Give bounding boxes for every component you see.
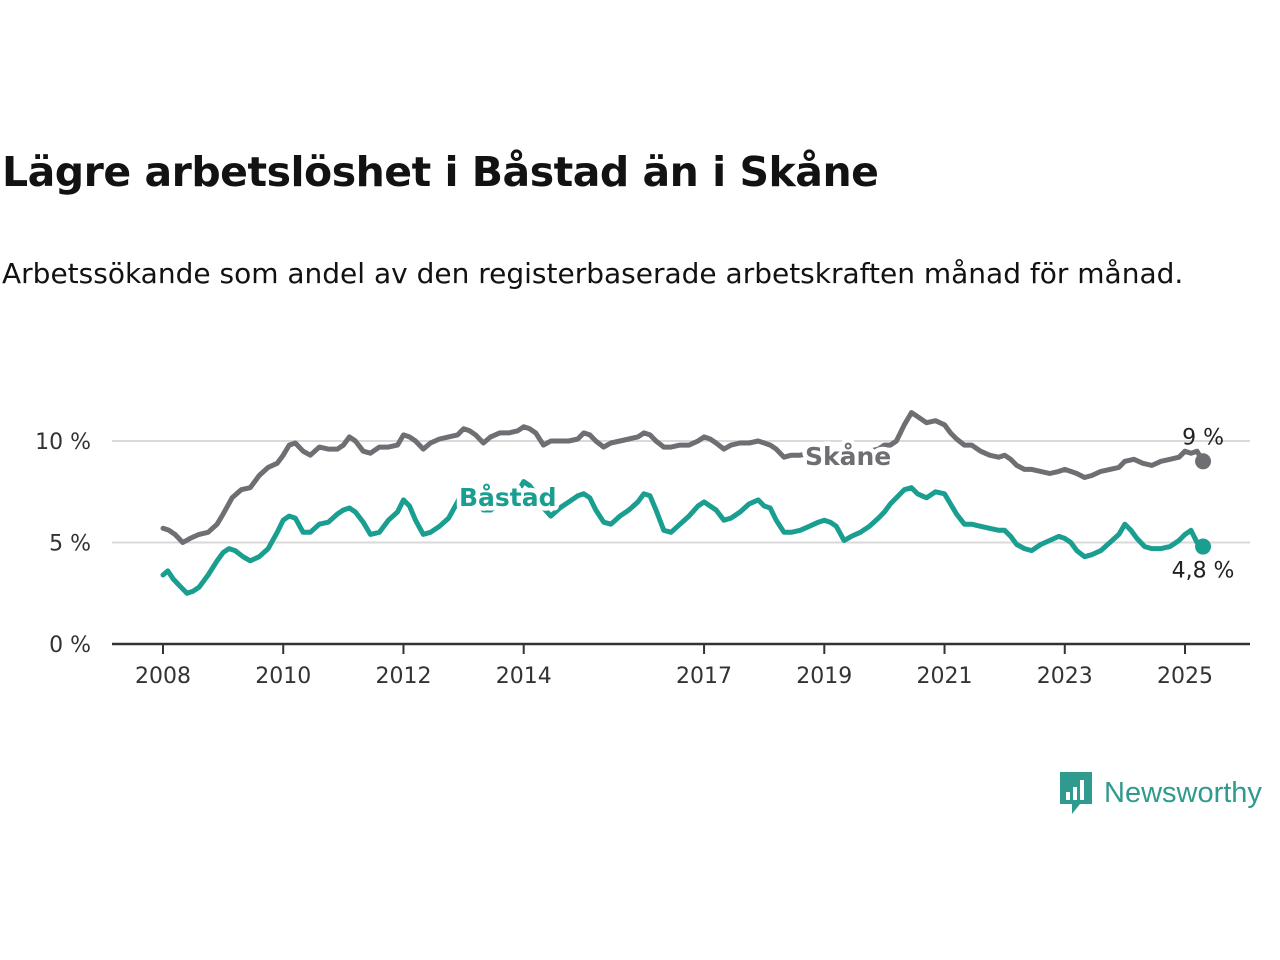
- end-value-skane: 9 %: [1182, 425, 1224, 450]
- x-tick-label: 2010: [255, 664, 311, 689]
- y-tick-label: 0 %: [49, 633, 91, 658]
- series-name-bastad: Båstad: [459, 483, 557, 512]
- x-tick-label: 2017: [676, 664, 732, 689]
- gridlines: [112, 440, 1250, 544]
- x-tick-label: 2012: [375, 664, 431, 689]
- series-lines: [160, 410, 1212, 596]
- chart-title: Lägre arbetslöshet i Båstad än i Skåne: [2, 148, 879, 196]
- series-name-skane: Skåne: [805, 442, 891, 471]
- bar-chart-speech-bubble-icon: [1060, 772, 1092, 814]
- series-line-skane: [160, 410, 1206, 545]
- x-tick-label: 2025: [1157, 664, 1213, 689]
- line-chart: 0 %5 %10 % 2008 2010 2012 2014 2017 2019 2021 2…: [35, 410, 1250, 689]
- x-tick-label: 2008: [135, 664, 191, 689]
- series-name-halo: Båstad: [459, 483, 557, 512]
- end-value-bastad: 4,8 %: [1172, 559, 1235, 584]
- brand-name: Newsworthy: [1104, 776, 1262, 809]
- x-axis: 2008 2010 2012 2014 2017 2019 2021 2023 2025: [112, 642, 1250, 689]
- series-line-bastad: [160, 479, 1206, 596]
- series-endpoint-bastad: [1195, 538, 1212, 555]
- x-tick-label: 2021: [917, 664, 973, 689]
- series-name-halo: Skåne: [805, 442, 891, 471]
- y-tick-label: 10 %: [35, 430, 91, 455]
- y-tick-label: 5 %: [49, 532, 91, 557]
- x-tick-label: 2019: [796, 664, 852, 689]
- newsworthy-logo: Newsworthy: [1058, 770, 1262, 816]
- x-tick-label: 2014: [496, 664, 552, 689]
- series-endpoint-skane: [1195, 453, 1212, 470]
- x-tick-label: 2023: [1037, 664, 1093, 689]
- y-axis-ticks: 0 % 5 % 10 %: [35, 430, 91, 658]
- chart-subtitle: Arbetssökande som andel av den registerb…: [2, 257, 1184, 290]
